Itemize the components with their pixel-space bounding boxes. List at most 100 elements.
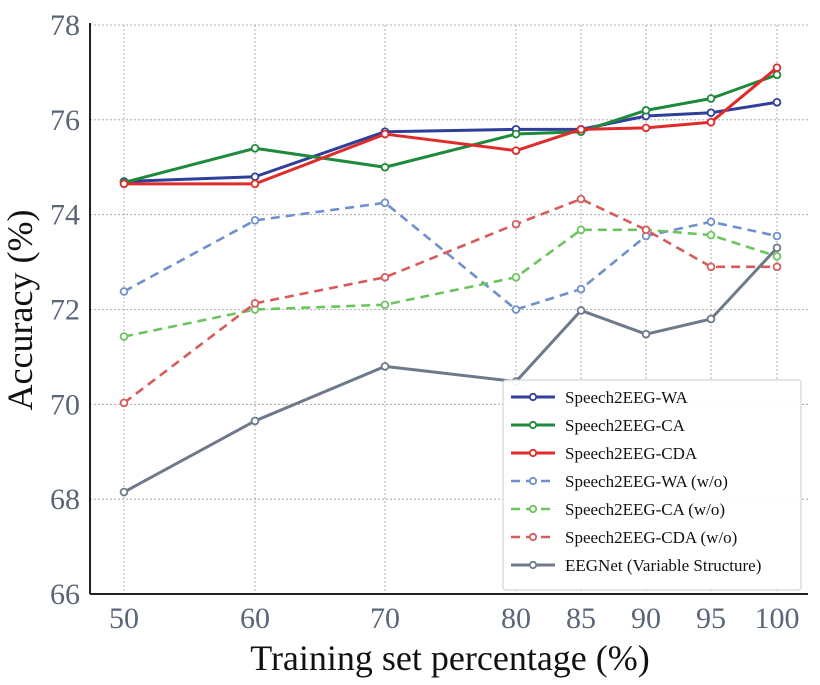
data-point [641,106,651,115]
legend-marker [528,532,538,542]
legend-entry: Speech2EEG-CA (w/o) [511,500,725,519]
series-line [123,100,778,183]
series-line [123,197,777,404]
data-point [772,252,782,261]
series-line [123,228,778,338]
data-point [706,230,716,240]
series-2 [119,63,782,189]
data-point [511,305,521,314]
legend-box [502,379,802,591]
legend-entry: EEGNet (Variable Structure) [511,556,761,575]
legend: Speech2EEG-WA Speech2EEG-CA Speech2EEG-CDA… [502,379,802,591]
data-point [576,125,586,134]
x-tick-label: 85 [566,602,596,635]
data-point [250,179,260,189]
x-axis-title: Training set percentage (%) [250,638,650,678]
x-tick-label: 90 [631,602,661,635]
data-point [706,314,716,324]
data-point [772,243,782,253]
data-point [706,262,716,272]
data-point [380,198,390,208]
data-point [641,329,651,339]
series-4 [119,225,782,341]
data-point [250,143,260,153]
data-point [706,94,716,103]
data-point [380,129,390,139]
data-point [641,123,651,133]
data-point [380,162,390,172]
x-tick-label: 80 [501,602,531,635]
legend-marker [528,560,538,570]
y-tick-label: 74 [50,199,80,232]
data-point [706,117,716,127]
x-tick-label: 70 [370,602,400,635]
data-point [706,108,716,118]
legend-label: Speech2EEG-WA (w/o) [565,472,728,491]
legend-entry: Speech2EEG-CDA [511,444,698,463]
data-point [380,362,390,371]
legend-marker [528,392,538,402]
y-tick-label: 66 [50,578,80,611]
data-point [772,262,782,272]
y-axis-title: Accuracy (%) [0,210,40,411]
x-tick-label: 50 [109,602,139,635]
legend-label: EEGNet (Variable Structure) [565,556,761,575]
data-point [250,416,260,426]
legend-entry: Speech2EEG-WA [511,388,688,407]
axes: 66 68 70 72 74 76 78 50 60 70 80 85 90 95 100 [50,9,808,635]
data-point [511,219,521,229]
data-point [576,306,586,315]
data-point [576,284,586,294]
series-line [124,66,778,186]
series-5 [119,194,782,408]
y-tick-label: 68 [50,483,80,516]
series-line [123,201,778,311]
legend-entry: Speech2EEG-CDA (w/o) [511,528,737,547]
series-line [123,246,779,494]
y-tick-label: 70 [50,388,80,421]
series-layer [119,63,782,497]
x-tick-label: 95 [696,602,726,635]
data-point [119,332,129,341]
data-point [772,70,782,80]
legend-label: Speech2EEG-WA [565,388,688,407]
y-tick-label: 78 [50,9,80,42]
legend-label: Speech2EEG-CDA (w/o) [565,528,737,547]
legend-marker [528,420,538,430]
legend-label: Speech2EEG-CA (w/o) [565,500,725,519]
data-point [706,217,716,227]
data-point [250,216,260,225]
y-tick-label: 76 [50,104,80,137]
data-point [772,97,782,107]
data-point [119,487,129,497]
data-point [380,272,390,282]
data-point [511,146,521,155]
legend-marker [528,448,538,458]
legend-entry: Speech2EEG-WA (w/o) [511,472,728,491]
data-point [511,129,521,139]
x-tick-label: 100 [755,602,800,635]
data-point [119,179,129,189]
legend-label: Speech2EEG-CDA [565,444,698,463]
x-tick-label: 60 [240,602,270,635]
data-point [119,287,129,296]
data-point [250,299,260,308]
data-point [772,231,782,241]
series-line [123,73,778,184]
data-point [250,172,260,182]
series-3 [119,198,782,314]
data-point [576,225,586,235]
series-1 [119,70,782,187]
data-point [511,272,521,282]
data-point [119,398,129,408]
data-point [380,300,390,310]
data-point [772,63,782,72]
data-point [576,194,586,204]
legend-marker [528,476,538,486]
legend-marker [528,504,538,514]
data-point [641,225,651,235]
legend-label: Speech2EEG-CA [565,416,686,435]
legend-entry: Speech2EEG-CA [511,416,686,435]
series-6 [119,243,782,497]
